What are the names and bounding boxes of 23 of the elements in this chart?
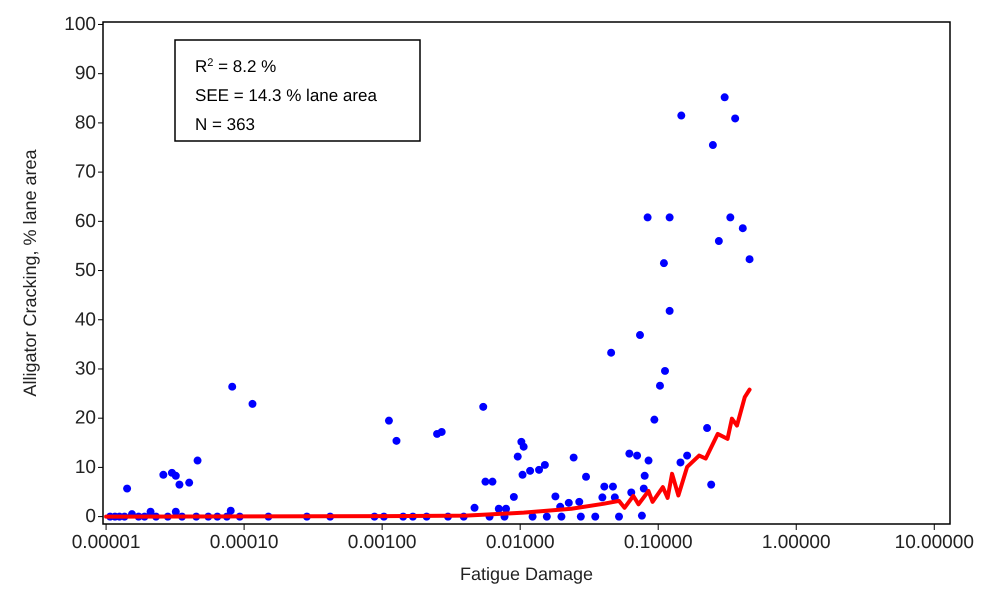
x-tick-label: 0.00100 <box>348 532 416 553</box>
annotation: N = 363 <box>195 115 256 134</box>
x-tick-label: 0.00001 <box>72 532 140 553</box>
y-tick-label: 50 <box>74 260 96 282</box>
y-tick-label: 40 <box>74 309 96 330</box>
y-tick-label: 100 <box>64 14 96 35</box>
x-tick-label: 0.01000 <box>486 532 555 553</box>
y-axis-title: Alligator Cracking, % lane area <box>20 148 40 397</box>
x-tick-label: 10.00000 <box>894 532 974 553</box>
y-tick-label: 70 <box>74 162 96 183</box>
x-tick-label: 1.00000 <box>762 532 831 553</box>
y-tick-label: 90 <box>74 63 96 84</box>
x-axis-title: Fatigue Damage <box>460 564 594 584</box>
annotation: R$^{2}$ = 8.2 % <box>195 57 276 76</box>
x-tick-label: 0.00010 <box>210 532 278 553</box>
y-tick-label: 0 <box>85 506 96 528</box>
y-tick-label: 80 <box>74 112 96 134</box>
annotation: SEE = 14.3 % lane area <box>195 86 378 105</box>
x-tick-label: 0.10000 <box>624 532 693 553</box>
y-tick-label: 30 <box>74 358 96 380</box>
y-tick-label: 60 <box>74 210 96 232</box>
y-tick-label: 20 <box>74 408 96 429</box>
y-tick-label: 10 <box>74 456 96 478</box>
